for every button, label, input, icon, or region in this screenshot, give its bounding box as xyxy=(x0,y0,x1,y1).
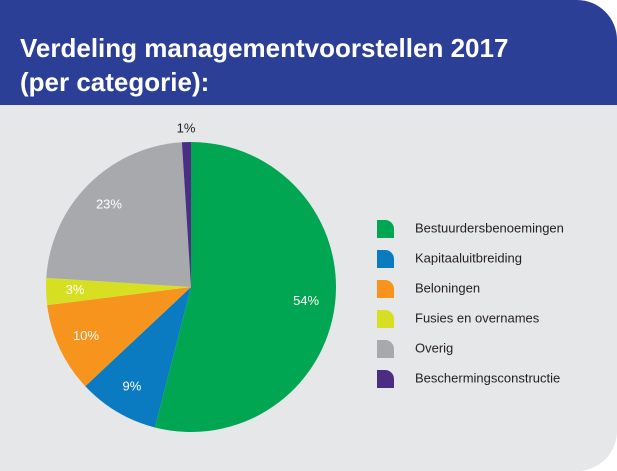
legend-swatch xyxy=(377,310,394,328)
legend-swatch xyxy=(377,220,394,238)
value-label: 23% xyxy=(96,196,122,211)
legend-swatch xyxy=(377,280,394,298)
value-label: 10% xyxy=(73,328,99,343)
pie-slice xyxy=(46,277,192,306)
chart-title: (per categorie): xyxy=(20,67,209,97)
chart-title: Verdeling managementvoorstellen 2017 xyxy=(20,33,508,63)
pie-slice xyxy=(47,287,191,387)
pie-slice xyxy=(85,287,191,428)
value-label: 54% xyxy=(293,293,319,308)
value-label: 1% xyxy=(177,121,196,136)
legend-label: Fusies en overnames xyxy=(415,310,540,325)
legend-label: Beloningen xyxy=(415,280,480,295)
legend-swatch xyxy=(377,370,394,388)
pie-slice xyxy=(46,142,191,287)
corner xyxy=(577,431,617,471)
legend-swatch xyxy=(377,340,394,358)
legend-label: Bestuurdersbenoemingen xyxy=(415,220,564,235)
legend-label: Overig xyxy=(415,340,453,355)
pie-slice xyxy=(154,142,337,432)
legend-label: Beschermingsconstructie xyxy=(415,370,560,385)
header xyxy=(0,0,617,105)
legend-label: Kapitaaluitbreiding xyxy=(415,250,522,265)
pie-slice xyxy=(181,142,191,287)
legend-swatch xyxy=(377,250,394,268)
value-label: 3% xyxy=(66,282,85,297)
value-label: 9% xyxy=(123,378,142,393)
